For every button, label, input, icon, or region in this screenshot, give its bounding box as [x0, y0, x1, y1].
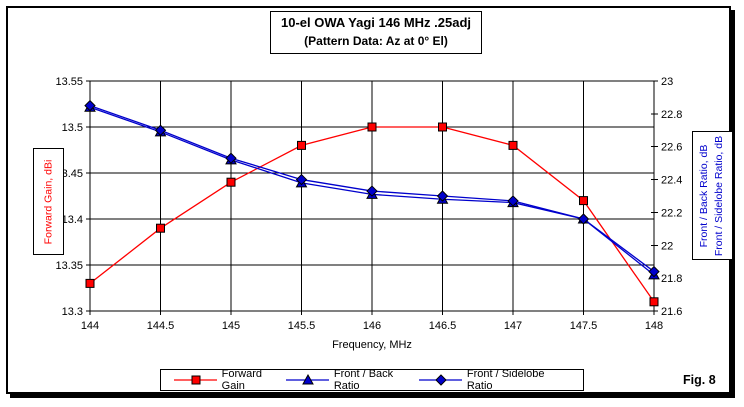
series-marker-front-sidelobe-ratio: [366, 185, 378, 197]
series-marker-forward-gain: [367, 122, 377, 132]
left-axis-tick-label: 13.4: [62, 214, 83, 226]
series-marker-front-sidelobe-ratio: [295, 173, 308, 186]
series-marker-forward-gain: [508, 140, 518, 150]
chart-title-box: 10-el OWA Yagi 146 MHz .25adj (Pattern D…: [270, 11, 482, 54]
series-marker-forward-gain: [156, 223, 165, 233]
left-axis-tick-label: 13.35: [55, 260, 83, 272]
left-axis-tick-label: 13.5: [62, 122, 83, 134]
legend-marker-triangle-icon: [286, 374, 329, 385]
series-marker-front-sidelobe-ratio: [84, 99, 96, 112]
x-axis-tick-label: 144.5: [147, 320, 175, 332]
figure-label: Fig. 8: [683, 373, 716, 387]
right-axis-tick-label: 22.2: [661, 207, 682, 219]
series-marker-front-sidelobe-ratio: [225, 152, 237, 164]
chart-legend: Forward Gain Front / Back Ratio Front / Si…: [160, 368, 584, 392]
series-marker-front-sidelobe-ratio: [577, 213, 590, 225]
chart-outer-frame: [6, 6, 731, 394]
legend-item-front-back-ratio: Front / Back Ratio: [286, 368, 419, 392]
right-axis-tick-label: 22.4: [661, 175, 682, 187]
x-axis-tick-label: 145.5: [288, 320, 316, 332]
right-axis-tick-label: 21.6: [661, 306, 682, 318]
legend-marker-square-icon: [174, 375, 217, 385]
triangle-marker-icon: [302, 374, 315, 385]
right-axis-tick-label: 22: [661, 240, 673, 252]
right-axis-tick-label: 22.8: [661, 109, 682, 121]
x-axis-tick-label: 144: [81, 320, 99, 332]
legend-item-forward-gain: Forward Gain: [174, 368, 286, 392]
right-axis-tick-label: 22.6: [661, 142, 682, 154]
series-marker-front-sidelobe-ratio: [154, 124, 167, 136]
x-axis-tick-label: 146.5: [429, 320, 457, 332]
series-marker-forward-gain: [579, 196, 588, 206]
left-axis-title-box: Forward Gain, dBi: [33, 148, 64, 255]
legend-marker-diamond-icon: [419, 374, 462, 386]
square-marker-icon: [191, 375, 201, 385]
legend-label: Front / Sidelobe Ratio: [466, 368, 545, 392]
series-marker-front-sidelobe-ratio: [436, 190, 449, 202]
chart-title: 10-el OWA Yagi 146 MHz .25adj: [280, 15, 472, 31]
series-marker-front-sidelobe-ratio: [507, 195, 519, 207]
series-marker-forward-gain: [85, 278, 95, 288]
series-marker-forward-gain: [649, 297, 659, 307]
series-marker-forward-gain: [438, 122, 447, 132]
legend-label: Front / Back Ratio: [333, 368, 394, 392]
x-axis-tick-label: 146: [363, 320, 381, 332]
series-marker-forward-gain: [226, 177, 236, 187]
right-axis-title-box: Front / Back Ratio, dB Front / Sidelobe …: [692, 131, 733, 260]
right-axis-title-line2: Front / Sidelobe Ratio, dB: [713, 135, 726, 256]
series-marker-forward-gain: [297, 140, 306, 150]
x-axis-tick-label: 147: [504, 320, 522, 332]
diamond-marker-icon: [435, 374, 447, 386]
x-axis-tick-label: 147.5: [570, 320, 598, 332]
right-axis-tick-label: 21.8: [661, 273, 682, 285]
legend-item-front-sidelobe-ratio: Front / Sidelobe Ratio: [419, 368, 570, 392]
x-axis-tick-label: 145: [222, 320, 240, 332]
right-axis-title-line1: Front / Back Ratio, dB: [698, 144, 711, 247]
right-axis-title: Front / Back Ratio, dB Front / Sidelobe …: [698, 135, 728, 255]
legend-label: Forward Gain: [221, 368, 262, 392]
left-axis-tick-label: 13.3: [62, 306, 83, 318]
left-axis-title: Forward Gain, dBi: [42, 159, 55, 244]
x-axis-title: Frequency, MHz: [332, 339, 412, 351]
chart-subtitle: (Pattern Data: Az at 0° El): [304, 34, 448, 49]
right-axis-tick-label: 23: [661, 76, 673, 88]
series-marker-front-sidelobe-ratio: [648, 265, 660, 278]
left-axis-tick-label: 13.55: [55, 76, 83, 88]
x-axis-tick-label: 148: [645, 320, 663, 332]
